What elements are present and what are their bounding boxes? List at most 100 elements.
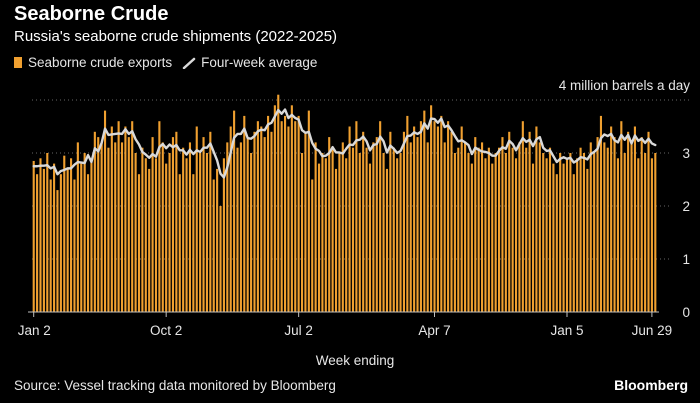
bar	[508, 131, 511, 312]
series-line-four-week-average	[32, 108, 657, 179]
bar	[579, 147, 582, 312]
bloomberg-logo: Bloomberg	[614, 377, 688, 393]
bar	[253, 131, 256, 312]
bar	[120, 142, 124, 312]
bar	[436, 126, 439, 312]
bar	[355, 121, 358, 312]
bar	[209, 131, 212, 312]
bar	[518, 142, 521, 312]
bar	[151, 137, 154, 312]
bar	[42, 168, 45, 312]
bar	[630, 142, 633, 312]
y-tick-label: 2	[682, 199, 690, 214]
y-tick-label: 1	[682, 252, 690, 267]
bar	[182, 147, 185, 312]
bar	[633, 126, 636, 312]
bar	[300, 153, 304, 312]
bar	[338, 153, 341, 312]
bar	[362, 131, 365, 312]
bar	[654, 153, 657, 312]
bar	[66, 168, 69, 312]
bar	[334, 168, 338, 312]
bar	[260, 126, 263, 312]
bar	[195, 126, 198, 312]
bar	[97, 137, 100, 312]
bar	[640, 137, 643, 312]
bar	[341, 142, 344, 312]
bar	[185, 158, 188, 312]
bar	[263, 137, 266, 312]
bar	[161, 142, 164, 312]
bar	[565, 158, 569, 312]
x-tick-label: Jun 29	[632, 323, 673, 338]
bar	[158, 121, 161, 312]
bar	[569, 153, 572, 312]
bar	[382, 153, 385, 312]
bar	[290, 105, 293, 312]
bar	[443, 142, 446, 312]
bar	[212, 179, 215, 312]
bar	[226, 142, 229, 312]
bar	[457, 147, 460, 312]
bar	[304, 131, 307, 312]
bar	[154, 158, 158, 312]
bar	[368, 163, 372, 312]
bar	[399, 153, 402, 312]
bar	[470, 163, 473, 312]
bar	[548, 147, 552, 312]
bar	[430, 105, 433, 312]
bar	[103, 110, 107, 312]
bar	[32, 160, 35, 312]
legend-line-swatch	[182, 57, 196, 69]
x-tick-label: Oct 2	[150, 323, 182, 338]
bar	[467, 153, 470, 312]
legend: Seaborne crude exports Four-week average	[14, 55, 327, 70]
bar	[148, 168, 151, 312]
x-tick-label: Apr 7	[418, 323, 450, 338]
bar	[525, 147, 528, 312]
bar	[528, 131, 531, 312]
bar	[348, 126, 351, 312]
bar	[409, 142, 412, 312]
bar	[131, 121, 134, 312]
bar	[637, 158, 640, 312]
bar	[236, 147, 239, 312]
x-axis-title: Week ending	[316, 353, 395, 368]
bar	[86, 174, 90, 312]
bar	[273, 105, 276, 312]
bar	[511, 147, 514, 312]
bar	[453, 153, 456, 312]
chart-subtitle: Russia's seaborne crude shipments (2022-…	[14, 28, 338, 45]
bar	[603, 142, 606, 312]
bar	[599, 115, 603, 313]
bar	[256, 121, 259, 312]
bar	[433, 121, 436, 312]
bar	[178, 174, 181, 312]
bar	[593, 153, 596, 312]
bar	[535, 126, 538, 312]
bar	[280, 121, 283, 312]
bar	[243, 115, 246, 313]
legend-label-average: Four-week average	[201, 55, 318, 70]
chart-title: Seaborne Crude	[14, 3, 169, 25]
bar	[419, 121, 422, 312]
bar	[426, 142, 429, 312]
bar	[365, 147, 368, 312]
legend-bar-swatch	[14, 57, 22, 68]
bar	[90, 158, 93, 312]
source-note: Source: Vessel tracking data monitored b…	[14, 378, 336, 393]
bar	[620, 121, 623, 312]
x-tick-label: Jan 5	[550, 323, 583, 338]
bar	[294, 121, 297, 312]
bar	[545, 158, 548, 312]
bar	[192, 174, 195, 312]
bar	[168, 153, 171, 312]
bar	[372, 142, 375, 312]
bar	[627, 131, 630, 312]
bar	[83, 153, 86, 312]
bar	[491, 163, 494, 312]
x-tick-label: Jan 2	[18, 323, 51, 338]
bar	[474, 137, 477, 312]
bar	[586, 168, 589, 312]
